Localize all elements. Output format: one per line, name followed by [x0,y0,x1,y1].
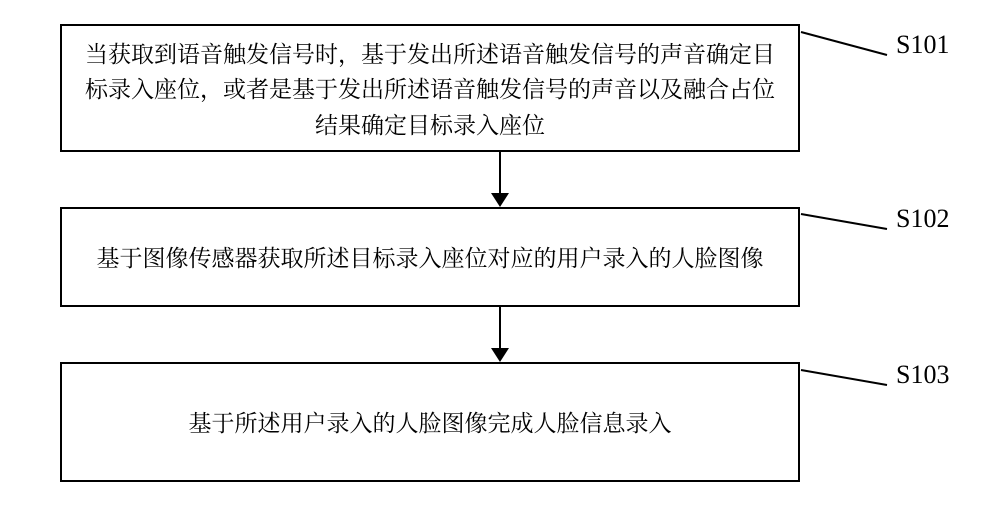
step-text: 当获取到语音触发信号时，基于发出所述语音触发信号的声音确定目标录入座位，或者是基… [76,35,784,142]
leader-line-s101 [800,31,888,56]
flow-arrow-1 [488,152,512,207]
step-text: 基于图像传感器获取所述目标录入座位对应的用户录入的人脸图像 [97,239,764,275]
step-label-s101: S101 [896,30,949,60]
step-text: 基于所述用户录入的人脸图像完成人脸信息录入 [189,404,672,440]
flow-arrow-2 [488,307,512,362]
step-box-s103: 基于所述用户录入的人脸图像完成人脸信息录入 [60,362,800,482]
step-box-s101: 当获取到语音触发信号时，基于发出所述语音触发信号的声音确定目标录入座位，或者是基… [60,24,800,152]
step-box-s102: 基于图像传感器获取所述目标录入座位对应的用户录入的人脸图像 [60,207,800,307]
flowchart-canvas: 当获取到语音触发信号时，基于发出所述语音触发信号的声音确定目标录入座位，或者是基… [0,0,1000,512]
leader-line-s103 [800,369,888,386]
leader-line-s102 [800,213,888,230]
step-label-s102: S102 [896,204,949,234]
step-label-s103: S103 [896,360,949,390]
